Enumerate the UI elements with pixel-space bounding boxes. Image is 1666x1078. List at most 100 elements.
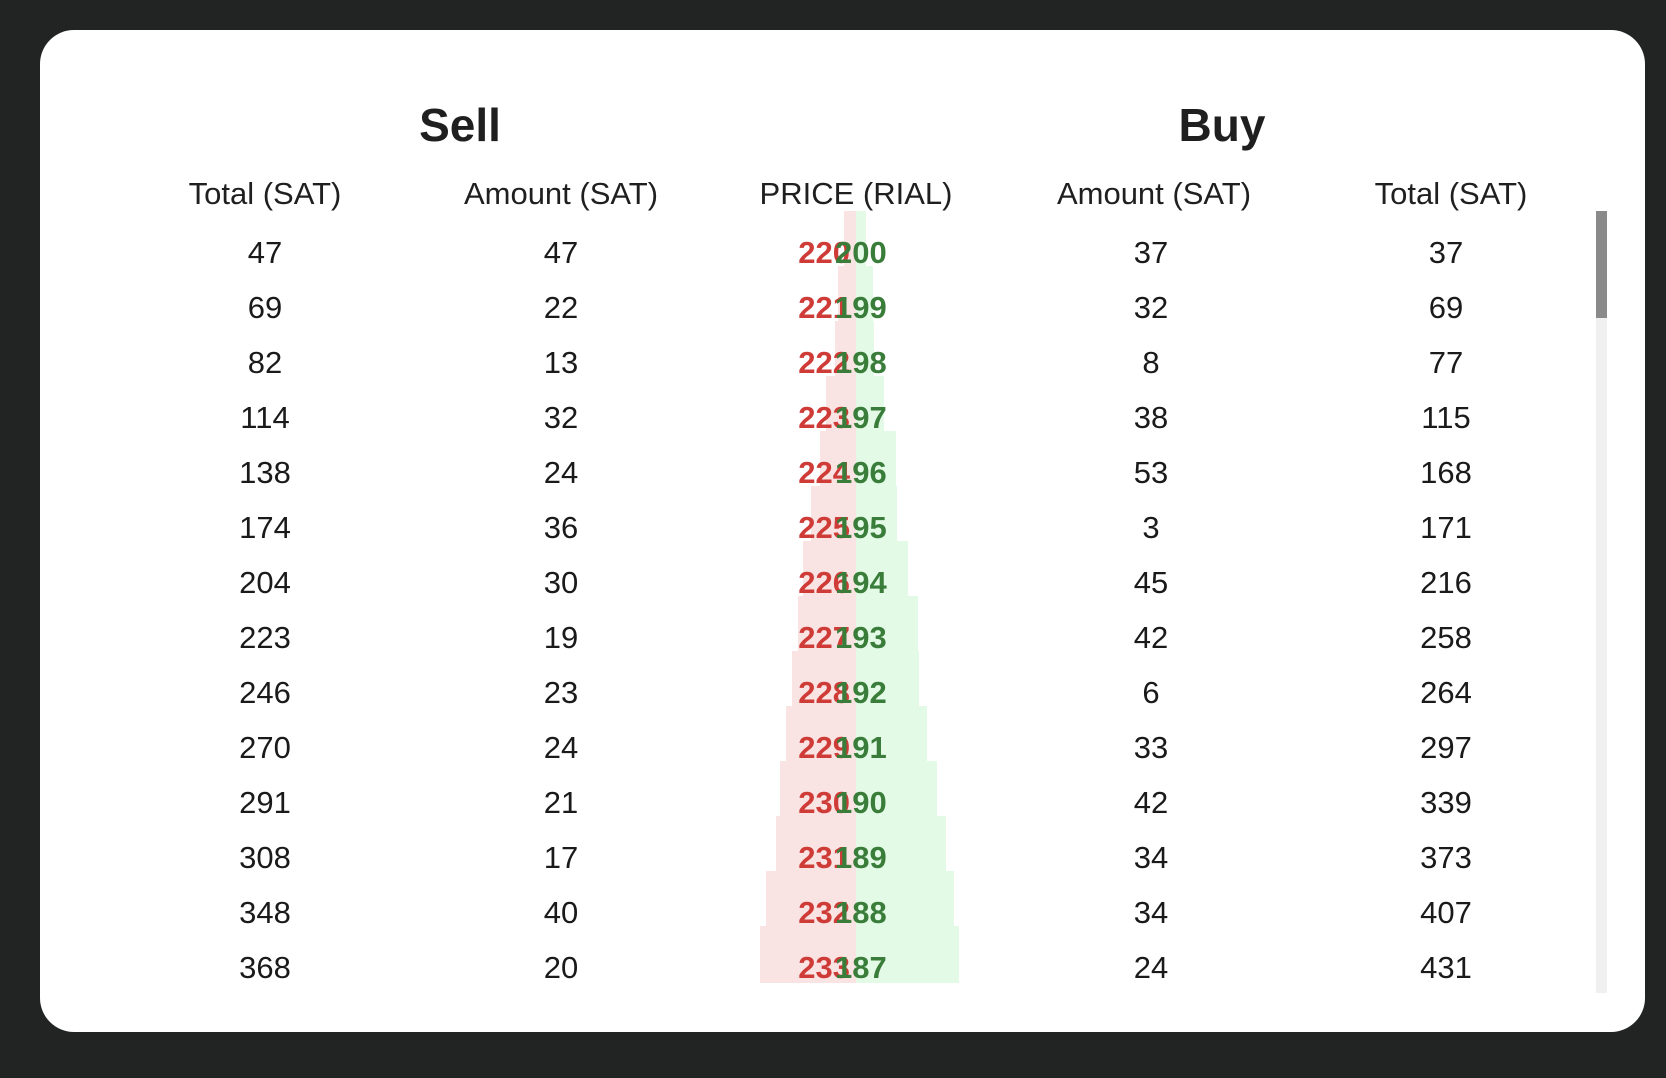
buy-total-cell: 431 [1420, 950, 1472, 985]
sell-total-cell: 308 [239, 840, 291, 875]
sell-price-cell: 222 [798, 345, 850, 380]
buy-price-cell: 192 [835, 675, 887, 710]
order-row[interactable]: 246 23 228 192 6 264 [40, 665, 1645, 721]
buy-depth-bar [856, 926, 960, 983]
sell-depth-bar [838, 266, 856, 323]
buy-price-cell: 200 [835, 235, 887, 270]
sell-amount-header: Amount (SAT) [463, 176, 659, 211]
buy-price-cell: 190 [835, 785, 887, 820]
sell-depth-bar [834, 321, 856, 378]
sell-total-cell: 291 [239, 785, 291, 820]
sell-price-cell: 224 [798, 455, 850, 490]
buy-total-cell: 373 [1420, 840, 1472, 875]
order-row[interactable]: 308 17 231 189 34 373 [40, 830, 1645, 886]
sell-depth-bar [820, 431, 856, 488]
sell-depth-bar [792, 651, 856, 708]
buy-amount-cell: 45 [1133, 565, 1169, 600]
buy-total-cell: 77 [1428, 345, 1464, 380]
buy-amount-cell: 24 [1133, 950, 1169, 985]
buy-total-cell: 216 [1420, 565, 1472, 600]
sell-total-cell: 348 [239, 895, 291, 930]
sell-price-cell: 223 [798, 400, 850, 435]
scrollbar-thumb[interactable] [1596, 211, 1607, 318]
order-row[interactable]: 69 22 221 199 32 69 [40, 280, 1645, 336]
buy-price-cell: 198 [835, 345, 887, 380]
buy-total-cell: 297 [1420, 730, 1472, 765]
buy-depth-bar [856, 871, 954, 928]
buy-total-cell: 407 [1420, 895, 1472, 930]
sell-price-cell: 228 [798, 675, 850, 710]
buy-total-header: Total (SAT) [1374, 176, 1528, 211]
sell-amount-cell: 22 [543, 290, 579, 325]
order-row[interactable]: 114 32 223 197 38 115 [40, 390, 1645, 446]
buy-total-cell: 69 [1428, 290, 1464, 325]
scrollbar-track[interactable] [1596, 211, 1607, 993]
buy-price-cell: 195 [835, 510, 887, 545]
sell-depth-bar [810, 486, 856, 543]
price-header: PRICE (RIAL) [759, 176, 953, 211]
order-row[interactable]: 204 30 226 194 45 216 [40, 555, 1645, 611]
buy-amount-cell: 37 [1133, 235, 1169, 270]
sell-total-cell: 174 [239, 510, 291, 545]
buy-amount-cell: 38 [1133, 400, 1169, 435]
buy-depth-bar [856, 376, 884, 433]
sell-total-cell: 138 [239, 455, 291, 490]
order-row[interactable]: 82 13 222 198 8 77 [40, 335, 1645, 391]
buy-total-cell: 115 [1421, 400, 1471, 435]
buy-total-cell: 168 [1420, 455, 1472, 490]
sell-total-cell: 82 [247, 345, 283, 380]
sell-total-cell: 47 [247, 235, 283, 270]
buy-price-cell: 196 [835, 455, 887, 490]
sell-amount-cell: 13 [543, 345, 579, 380]
sell-depth-bar [785, 706, 856, 763]
buy-depth-bar [856, 761, 938, 818]
order-row[interactable]: 368 20 233 187 24 431 [40, 940, 1645, 993]
sell-amount-cell: 30 [543, 565, 579, 600]
buy-price-cell: 197 [835, 400, 887, 435]
sell-price-cell: 229 [798, 730, 850, 765]
buy-depth-bar [856, 651, 920, 708]
buy-depth-bar [856, 431, 897, 488]
sell-total-cell: 114 [240, 400, 290, 435]
sell-total-cell: 246 [239, 675, 291, 710]
sell-depth-bar [843, 211, 856, 266]
buy-depth-bar [856, 211, 866, 266]
buy-total-cell: 264 [1420, 675, 1472, 710]
sell-price-cell: 225 [798, 510, 850, 545]
sell-total-cell: 270 [239, 730, 291, 765]
order-row[interactable]: 223 19 227 193 42 258 [40, 610, 1645, 666]
order-row[interactable]: 47 47 220 200 37 37 [40, 225, 1645, 281]
buy-depth-bar [856, 706, 928, 763]
order-row[interactable]: 138 24 224 196 53 168 [40, 445, 1645, 501]
sell-depth-bar [765, 871, 856, 928]
buy-depth-bar [856, 816, 946, 873]
buy-total-cell: 258 [1420, 620, 1472, 655]
sell-price-cell: 220 [798, 235, 850, 270]
buy-amount-cell: 42 [1133, 785, 1169, 820]
sell-price-cell: 232 [798, 895, 850, 930]
sell-amount-cell: 21 [543, 785, 579, 820]
sell-amount-cell: 24 [543, 455, 579, 490]
sell-depth-bar [826, 376, 856, 433]
sell-total-cell: 368 [239, 950, 291, 985]
buy-amount-cell: 8 [1142, 345, 1160, 380]
buy-amount-cell: 6 [1142, 675, 1160, 710]
buy-total-cell: 37 [1428, 235, 1464, 270]
order-row[interactable]: 291 21 230 190 42 339 [40, 775, 1645, 831]
order-row[interactable]: 174 36 225 195 3 171 [40, 500, 1645, 556]
sell-total-cell: 69 [247, 290, 283, 325]
depth-chart [40, 211, 1645, 993]
order-book-rows: 47 47 220 200 37 37 69 22 221 199 32 69 82 13 222 198 8 7… [40, 211, 1645, 993]
sell-depth-bar [780, 761, 856, 818]
sell-amount-cell: 40 [543, 895, 579, 930]
sell-amount-cell: 17 [543, 840, 579, 875]
sell-depth-bar [775, 816, 856, 873]
sell-amount-cell: 24 [543, 730, 579, 765]
sell-price-cell: 233 [798, 950, 850, 985]
buy-amount-cell: 34 [1133, 840, 1169, 875]
order-row[interactable]: 348 40 232 188 34 407 [40, 885, 1645, 941]
sell-total-cell: 223 [239, 620, 291, 655]
sell-heading: Sell [419, 99, 501, 151]
buy-amount-cell: 3 [1142, 510, 1160, 545]
order-row[interactable]: 270 24 229 191 33 297 [40, 720, 1645, 776]
